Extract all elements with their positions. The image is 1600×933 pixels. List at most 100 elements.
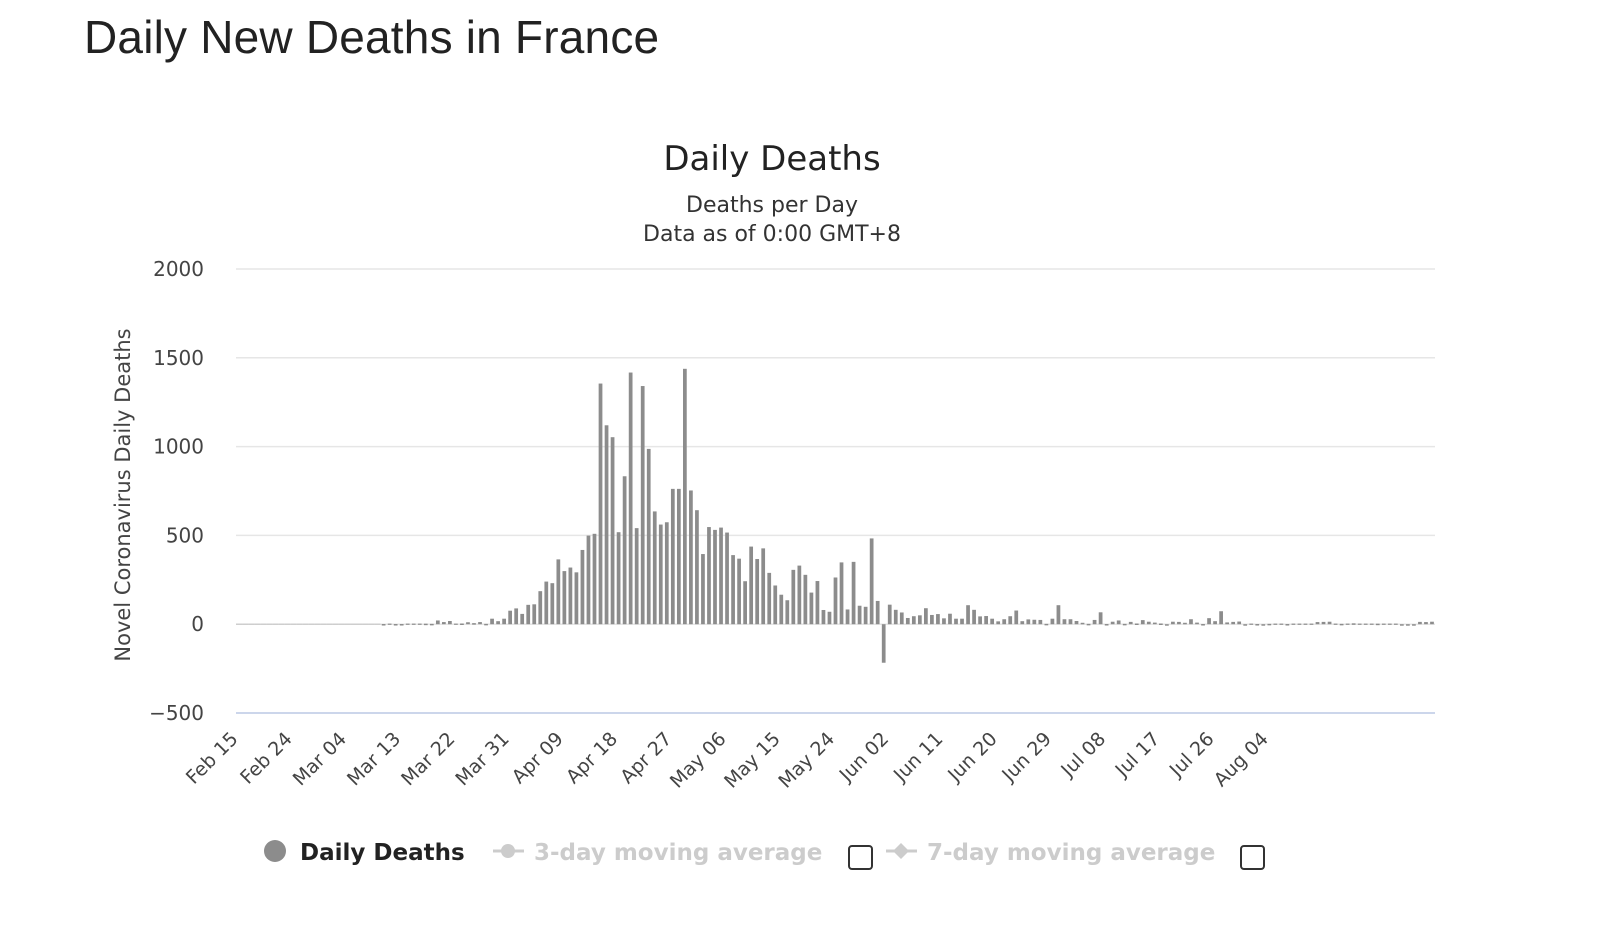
bar-daily-deaths [1165, 624, 1169, 626]
legend-label-3-day-moving-average: 3-day moving average [534, 840, 822, 866]
bar-daily-deaths [1273, 623, 1278, 625]
bar-daily-deaths [1375, 623, 1380, 626]
bar-daily-deaths [634, 528, 639, 625]
bar-daily-deaths [689, 490, 693, 625]
bar-daily-deaths [797, 565, 802, 625]
bar-daily-deaths [1074, 621, 1079, 625]
legend-marker-7-day-moving-average [886, 843, 917, 859]
legend-marker-daily-deaths [264, 840, 286, 862]
bar-daily-deaths [1152, 622, 1157, 625]
bar-daily-deaths [435, 620, 440, 625]
x-tick-label: Feb 24 [236, 728, 297, 789]
bar-daily-deaths [1424, 622, 1428, 625]
bar-daily-deaths [1381, 623, 1386, 625]
bar-daily-deaths [1351, 623, 1356, 625]
bar-daily-deaths [1098, 612, 1103, 625]
bar-daily-deaths [911, 616, 916, 625]
bar-daily-deaths [1056, 605, 1061, 625]
x-tick-label: Aug 04 [1210, 728, 1273, 791]
legend: Daily Deaths 3-day moving average 7-day … [264, 840, 1265, 870]
bar-daily-deaths [448, 621, 452, 625]
bar-daily-deaths [1110, 621, 1115, 625]
bar-daily-deaths [646, 448, 651, 625]
bar-daily-deaths [1134, 623, 1139, 625]
bar-daily-deaths [773, 585, 778, 625]
bar-daily-deaths [1231, 621, 1236, 625]
x-tick-label: Jun 02 [835, 728, 894, 787]
x-tick-label: Jun 11 [889, 728, 948, 787]
bar-daily-deaths [652, 511, 657, 625]
bar-daily-deaths [899, 612, 904, 625]
bar-daily-deaths [1285, 624, 1290, 626]
bar-daily-deaths [508, 610, 513, 625]
x-tick-label: Mar 13 [343, 728, 405, 790]
bar-daily-deaths [538, 591, 543, 625]
legend-item-7-day-moving-average[interactable]: 7-day moving average [886, 840, 1265, 870]
bar-daily-deaths [393, 624, 398, 626]
bar-daily-deaths [1225, 622, 1230, 625]
bar-daily-deaths [1086, 623, 1091, 626]
bar-daily-deaths [640, 386, 645, 625]
bar-daily-deaths [743, 581, 747, 625]
bar-daily-deaths [1032, 619, 1037, 625]
bar-daily-deaths [737, 558, 741, 625]
bar-daily-deaths [821, 609, 826, 625]
bar-daily-deaths [707, 527, 711, 625]
bar-daily-deaths [604, 425, 609, 625]
toggle-7-day-moving-average-checkbox[interactable] [1240, 845, 1265, 870]
bar-daily-deaths [1201, 624, 1205, 626]
bar-daily-deaths [1038, 619, 1043, 625]
bar-daily-deaths [1418, 621, 1422, 625]
legend-item-3-day-moving-average[interactable]: 3-day moving average [493, 840, 873, 870]
bar-daily-deaths [387, 623, 392, 625]
bar-daily-deaths [809, 592, 814, 625]
bar-daily-deaths [755, 559, 760, 625]
bar-daily-deaths [1291, 623, 1296, 625]
bar-daily-deaths [454, 623, 458, 625]
x-tick-label: Jun 20 [943, 728, 1002, 787]
chart-title: Daily Deaths [663, 139, 880, 179]
bar-daily-deaths [423, 623, 428, 626]
bar-daily-deaths [725, 532, 729, 625]
bar-daily-deaths [791, 569, 796, 625]
bar-daily-deaths [405, 623, 410, 625]
bar-daily-deaths [326, 623, 333, 625]
x-tick-label: May 24 [774, 728, 839, 793]
bar-daily-deaths [1014, 610, 1019, 625]
bar-daily-deaths [1387, 623, 1392, 625]
bar-daily-deaths [484, 623, 488, 626]
bar-daily-deaths [857, 605, 862, 625]
bar-daily-deaths [990, 618, 995, 625]
bar-daily-deaths [550, 583, 555, 625]
bar-daily-deaths [670, 488, 675, 625]
bar-daily-deaths [544, 581, 549, 625]
bar-daily-deaths [514, 608, 519, 625]
bar-daily-deaths [248, 623, 255, 625]
bar-daily-deaths [719, 527, 723, 625]
bar-daily-deaths [1243, 624, 1248, 626]
bar-daily-deaths [785, 600, 790, 625]
bar-daily-deaths [350, 623, 357, 625]
daily-deaths-bars [236, 368, 1434, 663]
bar-daily-deaths [664, 522, 669, 625]
bar-daily-deaths [616, 532, 621, 625]
bar-daily-deaths [1195, 622, 1199, 625]
x-tick-label: Feb 15 [182, 728, 243, 789]
bar-daily-deaths [924, 608, 928, 625]
bar-daily-deaths [1345, 623, 1350, 625]
bar-daily-deaths [338, 623, 345, 625]
bar-daily-deaths [502, 618, 506, 625]
bar-daily-deaths [320, 623, 327, 625]
page-title: Daily New Deaths in France [84, 11, 660, 63]
bar-daily-deaths [815, 581, 820, 625]
bar-daily-deaths [887, 604, 892, 625]
bar-daily-deaths [851, 561, 856, 625]
bar-daily-deaths [1122, 623, 1127, 626]
toggle-3-day-moving-average-checkbox[interactable] [848, 845, 873, 870]
bar-daily-deaths [1140, 620, 1145, 625]
bar-daily-deaths [869, 538, 874, 625]
legend-item-daily-deaths[interactable]: Daily Deaths [264, 840, 465, 866]
bar-daily-deaths [1080, 622, 1085, 625]
